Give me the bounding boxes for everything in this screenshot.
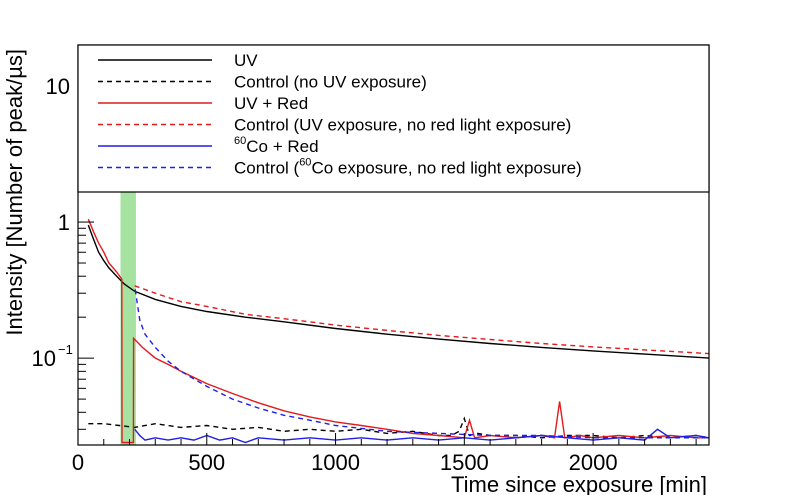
legend-label-5: 60Co + Red [234,135,319,156]
x-tick-label: 1000 [311,450,360,475]
legend-label-superscript: 60 [234,135,246,147]
legend-label-4: Control (UV exposure, no red light expos… [234,116,571,135]
legend-label-main: Control (UV exposure, no red light expos… [234,116,571,135]
x-tick-label: 0 [72,450,84,475]
y-tick-label: 10 [46,74,70,99]
y-tick-exponent: −1 [58,342,73,357]
legend-label-6: Control (60Co exposure, no red light exp… [234,157,582,178]
legend-label-main: Control ( [234,159,300,178]
y-axis-title: Intensity [Number of peak/µs] [2,49,27,336]
series-layer [87,218,710,444]
y-tick-label: 10 [32,346,56,371]
series-line-5 [134,428,710,444]
x-axis-title: Time since exposure [min] [451,472,707,495]
legend-label-main: UV [234,51,258,70]
legend-label-main: UV + Red [234,94,308,113]
legend-entries: UV Control (no UV exposure) UV + Red Contro… [98,51,582,178]
x-tick-label: 500 [188,450,225,475]
x-tick-label: 2000 [569,450,618,475]
series-line-1 [87,224,710,359]
series-line-3 [87,218,709,444]
legend-label-main: Control (no UV exposure) [234,73,427,92]
legend-label-2: Control (no UV exposure) [234,73,427,92]
x-tick-label: 1500 [440,450,489,475]
legend: UV Control (no UV exposure) UV + Red Contro… [77,44,710,193]
series-line-6 [134,289,709,439]
legend-label-rest: Co exposure, no red light exposure) [311,159,581,178]
legend-label-rest: Co + Red [246,137,318,156]
legend-label-1: UV [234,51,258,70]
legend-label-superscript: 60 [299,157,311,169]
y-tick-label: 1 [58,210,70,235]
legend-label-3: UV + Red [234,94,308,113]
